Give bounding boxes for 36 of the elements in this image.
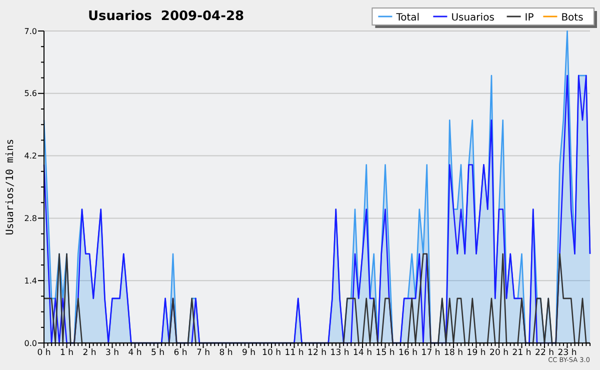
- x-tick-label: 10 h: [262, 348, 281, 358]
- y-tick-label: 0.0: [24, 338, 37, 348]
- x-tick-label: 19 h: [466, 348, 486, 358]
- legend-label: Usuarios: [451, 12, 494, 24]
- y-axis-title: Usuarios/10 mins: [5, 138, 16, 236]
- y-tick-label: 7.0: [24, 26, 37, 36]
- y-tick-label: 5.6: [24, 89, 37, 98]
- x-tick-label: 5 h: [151, 348, 164, 358]
- x-tick-label: 1 h: [60, 348, 74, 358]
- x-tick-label: 21 h: [512, 348, 532, 358]
- x-tick-label: 14 h: [353, 348, 372, 358]
- y-tick-label: 2.8: [24, 214, 37, 223]
- x-tick-label: 18 h: [444, 348, 463, 358]
- x-tick-label: 8 h: [219, 348, 233, 358]
- x-tick-label: 3 h: [106, 348, 119, 358]
- x-tick-label: 20 h: [490, 348, 508, 358]
- x-tick-label: 11 h: [284, 348, 304, 358]
- legend-label: Total: [395, 12, 420, 24]
- x-tick-label: 16 h: [398, 348, 418, 358]
- chart-title: Usuarios 2009-04-28: [88, 9, 244, 24]
- x-tick-label: 17 h: [421, 348, 440, 358]
- x-tick-label: 7 h: [196, 348, 210, 358]
- x-tick-label: 12 h: [308, 348, 326, 358]
- x-tick-label: 22 h: [535, 348, 554, 358]
- legend-label: IP: [524, 12, 534, 24]
- x-tick-label: 9 h: [242, 348, 256, 358]
- x-tick-label: 4 h: [128, 348, 142, 358]
- y-tick-label: 1.4: [24, 276, 37, 286]
- x-tick-label: 13 h: [330, 348, 350, 358]
- x-tick-label: 23 h: [558, 348, 577, 358]
- x-tick-label: 2 h: [82, 348, 96, 358]
- x-tick-label: 0 h: [37, 348, 51, 358]
- y-tick-label: 4.2: [24, 152, 37, 161]
- x-tick-label: 6 h: [174, 348, 188, 358]
- legend-label: Bots: [561, 12, 584, 24]
- x-tick-label: 15 h: [376, 348, 395, 358]
